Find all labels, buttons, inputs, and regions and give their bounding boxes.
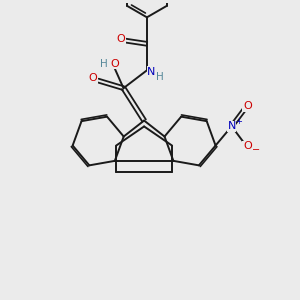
Text: O: O	[88, 73, 97, 83]
Text: +: +	[235, 116, 242, 125]
Text: −: −	[252, 146, 260, 155]
Text: O: O	[243, 101, 252, 111]
Text: O: O	[116, 34, 125, 44]
Text: H: H	[156, 72, 164, 82]
Text: H: H	[100, 59, 108, 69]
Text: N: N	[227, 121, 236, 131]
Text: N: N	[147, 67, 155, 77]
Text: O: O	[110, 59, 119, 69]
Text: O: O	[243, 141, 252, 152]
